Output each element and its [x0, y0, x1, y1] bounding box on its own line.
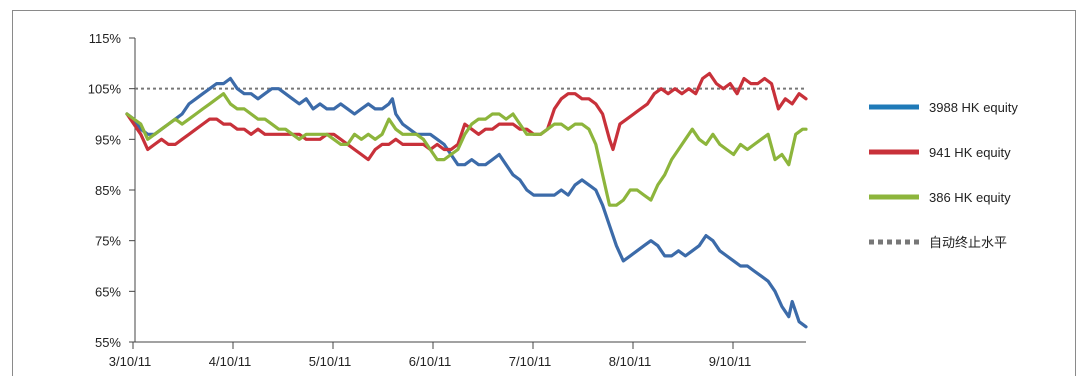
y-tick-label: 55% [95, 335, 121, 350]
legend: 3988 HK equity 941 HK equity 386 HK equity… [869, 100, 1018, 250]
x-tick-label: 6/10/11 [409, 354, 451, 369]
series-group [125, 71, 808, 329]
legend-label: 3988 HK equity [929, 100, 1018, 115]
series-line-1 [125, 71, 808, 162]
x-axis-ticks: 3/10/11 4/10/11 5/10/11 6/10/11 7/10/11 8/10/… [109, 342, 751, 369]
line-chart: 115% 105% 95% 85% 75% 65% 55% 3/10/11 4/10/11 5/… [88, 31, 1019, 369]
x-tick-label: 8/10/11 [609, 354, 651, 369]
x-tick-label: 7/10/11 [509, 354, 551, 369]
series-line-0 [125, 76, 808, 329]
legend-label: 自动终止水平 [929, 235, 1007, 250]
y-tick-label: 75% [95, 234, 121, 249]
legend-label: 941 HK equity [929, 145, 1011, 160]
y-tick-label: 65% [95, 284, 121, 299]
series-line-2 [125, 92, 808, 207]
y-tick-label: 95% [95, 132, 121, 147]
y-tick-label: 105% [88, 82, 122, 97]
x-tick-label: 3/10/11 [109, 354, 151, 369]
x-tick-label: 4/10/11 [209, 354, 251, 369]
y-tick-label: 115% [89, 31, 122, 46]
legend-label: 386 HK equity [929, 190, 1011, 205]
y-axis-ticks: 115% 105% 95% 85% 75% 65% 55% [88, 31, 135, 350]
x-tick-label: 5/10/11 [309, 354, 351, 369]
y-tick-label: 85% [95, 183, 121, 198]
x-tick-label: 9/10/11 [709, 354, 751, 369]
chart-frame: 115% 105% 95% 85% 75% 65% 55% 3/10/11 4/10/11 5/… [12, 10, 1076, 376]
